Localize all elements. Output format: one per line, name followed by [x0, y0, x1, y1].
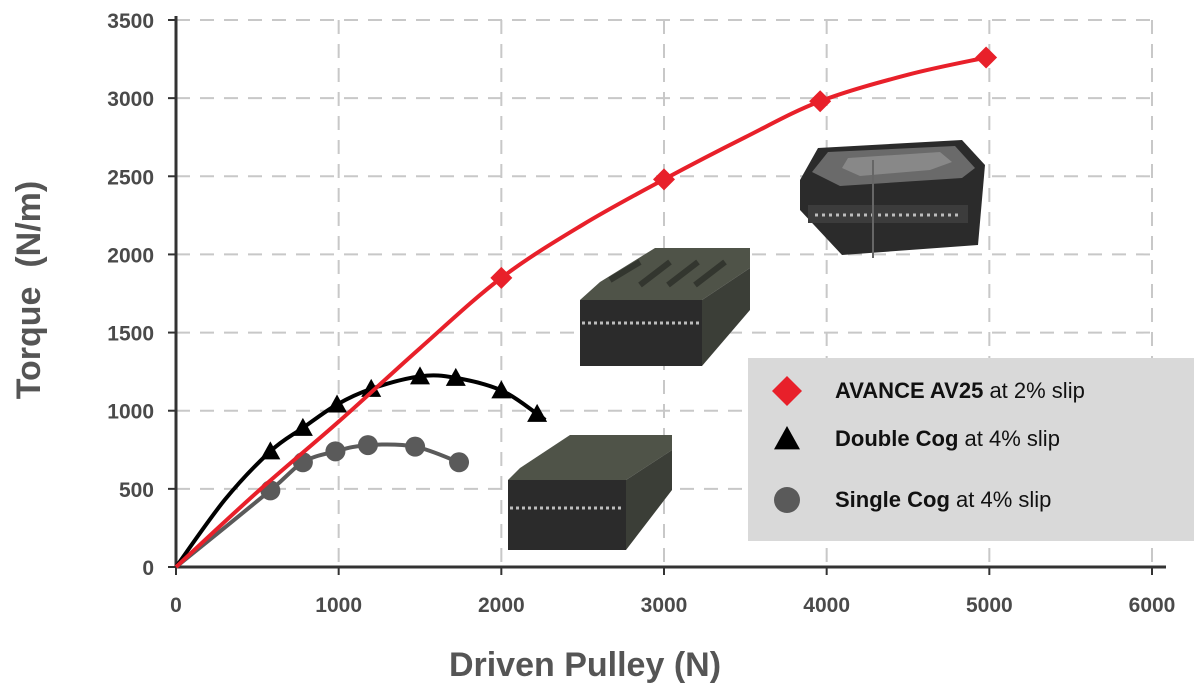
y-tick-label-1: 500	[119, 479, 154, 502]
series-2-point-3	[357, 435, 378, 456]
series-1-point-0	[260, 441, 281, 460]
x-tick-label-6: 6000	[1129, 594, 1176, 617]
legend-entry-2-bold: Single Cog	[835, 487, 950, 512]
series-1-point-3	[361, 378, 382, 397]
legend-entry-1-bold: Double Cog	[835, 426, 958, 451]
avance-belt-image	[800, 140, 985, 258]
series-0-point-1	[653, 168, 675, 191]
series-1	[174, 366, 548, 569]
series-0	[174, 46, 998, 569]
x-tick-label-2: 2000	[478, 594, 525, 617]
x-tick-label-3: 3000	[641, 594, 688, 617]
x-tick-labels: 0 1000 2000 3000 4000 5000 6000	[170, 594, 1175, 617]
series-1-point-2	[327, 394, 348, 413]
y-tick-labels: 0 500 1000 1500 2000 2500 3000 3500	[107, 10, 154, 580]
series-2-point-0	[260, 480, 281, 501]
x-tick-label-4: 4000	[803, 594, 850, 617]
x-axis-title: Driven Pulley (N)	[449, 646, 721, 684]
legend-marker-1	[774, 426, 800, 450]
legend-entry-1: Double Cog at 4% slip	[835, 426, 1060, 451]
series-1-point-6	[491, 380, 512, 399]
series-1-point-1	[292, 417, 313, 436]
series-2-point-2	[325, 441, 346, 462]
y-tick-label-7: 3500	[107, 10, 154, 33]
x-tick-label-5: 5000	[966, 594, 1013, 617]
x-tick-label-1: 1000	[315, 594, 362, 617]
double-cog-belt-image	[580, 248, 750, 366]
legend-entry-0-bold: AVANCE AV25	[835, 378, 983, 403]
series-2-point-5	[449, 452, 470, 473]
legend-entry-2-rest: at 4% slip	[950, 487, 1052, 512]
data-series	[174, 46, 998, 569]
y-tick-label-2: 1000	[107, 401, 154, 424]
legend-entry-0-rest: at 2% slip	[983, 378, 1085, 403]
series-2-point-1	[292, 452, 313, 473]
axes	[168, 16, 1166, 575]
series-2	[174, 435, 470, 569]
x-tick-label-0: 0	[170, 594, 182, 617]
series-1-point-4	[410, 366, 430, 385]
series-0-line	[174, 55, 987, 569]
legend-marker-0	[772, 376, 802, 406]
series-0-point-3	[975, 46, 998, 69]
y-tick-label-4: 2000	[107, 244, 154, 267]
single-cog-belt-image	[508, 435, 672, 550]
legend: AVANCE AV25 at 2% slip Double Cog at 4% s…	[748, 358, 1194, 541]
legend-box	[748, 358, 1194, 541]
y-tick-label-5: 2500	[107, 166, 154, 189]
y-tick-label-3: 1500	[107, 323, 154, 346]
y-tick-label-6: 3000	[107, 88, 154, 111]
legend-entry-0: AVANCE AV25 at 2% slip	[835, 378, 1085, 403]
legend-entry-1-rest: at 4% slip	[958, 426, 1060, 451]
series-2-point-4	[405, 436, 426, 457]
y-axis-title: Torque (N/m)	[10, 181, 48, 399]
series-1-point-5	[445, 367, 466, 386]
legend-marker-2	[774, 487, 800, 513]
series-0-point-2	[809, 90, 832, 113]
y-tick-label-0: 0	[142, 557, 154, 580]
series-0-point-0	[490, 266, 513, 289]
series-1-point-7	[527, 403, 548, 422]
legend-entry-2: Single Cog at 4% slip	[835, 487, 1051, 512]
